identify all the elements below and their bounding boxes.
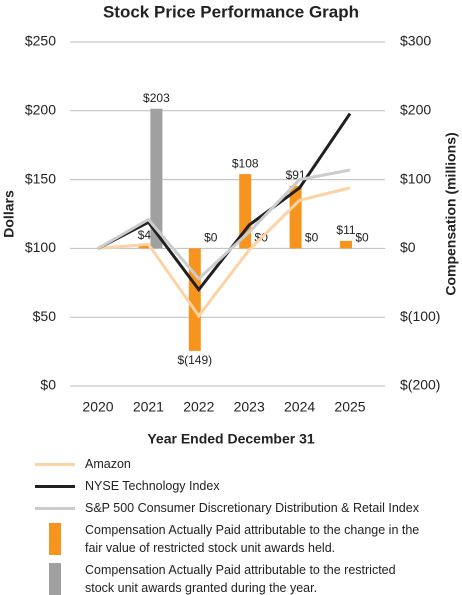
y-tick-label: $250 [25,33,56,49]
x-tick-label: 2022 [183,399,214,415]
legend-label: Amazon [85,457,131,471]
data-label: $0 [305,231,319,245]
bar [188,248,201,351]
x-tick-label: 2020 [82,399,113,415]
y-tick-label: $150 [25,170,56,186]
data-label: $11 [336,223,355,237]
legend: Amazon NYSE Technology Index S&P 500 Consu… [35,455,455,595]
y2-axis-title: Compensation (millions) [443,132,459,295]
y2-tick-label: $200 [400,102,431,118]
y-tick-label: $50 [33,308,57,324]
y2-tick-label: $0 [400,239,416,255]
bar [340,240,352,249]
legend-label: Compensation Actually Paid attributable … [85,563,396,595]
legend-item: Amazon [35,455,455,473]
data-label: $108 [232,156,259,170]
y-axis-title: Dollars [1,190,17,238]
legend-item: Compensation Actually Paid attributable … [35,521,455,557]
x-tick-label: 2023 [234,399,265,415]
legend-swatch [35,561,75,595]
data-label: $(149) [177,353,212,367]
y-tick-label: $0 [40,377,56,393]
chart-title: Stock Price Performance Graph [103,2,359,21]
data-label: $203 [143,91,170,105]
legend-label: S&P 500 Consumer Discretionary Distribut… [85,501,419,515]
legend-swatch [35,455,75,473]
x-tick-label: 2025 [334,399,365,415]
line [97,186,351,319]
x-axis-title: Year Ended December 31 [147,431,315,447]
legend-label: NYSE Technology Index [85,479,220,493]
y2-tick-label: $300 [400,33,431,49]
bar [138,245,151,249]
data-label: $4 [138,228,152,242]
legend-label: Compensation Actually Paid attributable … [85,523,420,555]
x-tick-label: 2021 [133,399,164,415]
legend-swatch [35,499,75,517]
y-tick-label: $100 [25,239,56,255]
y2-tick-label: $(100) [400,308,440,324]
bar [150,108,163,249]
data-label: $0 [204,231,218,245]
chart: Stock Price Performance Graph Year Ended… [1,2,459,447]
legend-item: NYSE Technology Index [35,477,455,495]
legend-swatch [35,521,75,557]
x-tick-label: 2024 [284,399,315,415]
legend-swatch [35,477,75,495]
y2-tick-label: $100 [400,170,431,186]
legend-item: Compensation Actually Paid attributable … [35,561,455,595]
line [97,168,351,281]
legend-item: S&P 500 Consumer Discretionary Distribut… [35,499,455,517]
y2-tick-label: $(200) [400,377,440,393]
y-tick-label: $200 [25,102,56,118]
data-label: $0 [355,231,369,245]
line [97,112,352,293]
bar [239,174,252,249]
